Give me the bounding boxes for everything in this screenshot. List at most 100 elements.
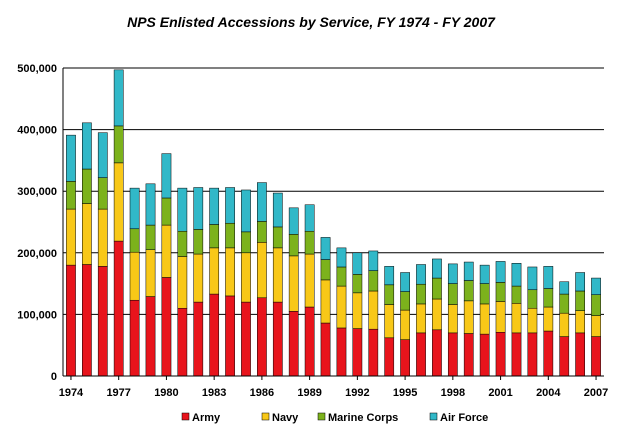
bar-marine-corps-1976: [97, 177, 108, 210]
bar-air-force-2002: [511, 263, 522, 287]
bar-air-force-1975: [82, 122, 92, 170]
bar-marine-corps-1980: [161, 197, 172, 226]
bar-navy-1977: [113, 162, 124, 242]
bar-air-force-1976: [97, 132, 108, 178]
bar-army-2004: [543, 330, 554, 377]
bar-navy-1985: [241, 252, 251, 303]
bar-army-1998: [447, 332, 458, 377]
bar-navy-1986: [257, 242, 267, 299]
bar-army-1981: [177, 307, 188, 377]
bar-navy-1996: [416, 303, 426, 334]
bar-marine-corps-1981: [177, 230, 188, 257]
bar-marine-corps-1993: [368, 270, 379, 292]
bar-army-1975: [82, 264, 92, 377]
bar-army-1992: [352, 328, 363, 377]
y-tick-label: 300,000: [17, 186, 57, 198]
bar-army-1980: [161, 277, 172, 377]
bar-air-force-1990: [320, 237, 331, 260]
bar-navy-2003: [527, 307, 538, 334]
bar-navy-1980: [161, 224, 172, 278]
bar-navy-1975: [82, 203, 92, 265]
bar-navy-2001: [495, 301, 506, 333]
bar-marine-corps-1977: [113, 125, 124, 164]
bar-army-1978: [129, 299, 140, 377]
bar-air-force-1984: [225, 187, 235, 224]
bar-navy-1981: [177, 256, 188, 309]
bar-air-force-2005: [559, 281, 570, 295]
bar-navy-2007: [591, 315, 601, 337]
bar-army-2005: [559, 336, 570, 377]
bar-army-1979: [145, 296, 156, 377]
bar-navy-2000: [479, 303, 490, 335]
bar-marine-corps-2003: [527, 289, 538, 309]
x-tick-label: 1998: [441, 387, 465, 399]
bar-navy-1991: [336, 285, 347, 329]
bar-navy-1992: [352, 292, 363, 329]
bar-marine-corps-2000: [479, 283, 490, 305]
bar-army-1985: [241, 301, 251, 377]
bar-marine-corps-1982: [193, 229, 204, 255]
bar-marine-corps-1986: [257, 221, 267, 243]
bar-army-1983: [209, 293, 220, 377]
bar-army-1993: [368, 328, 379, 377]
x-tick-label: 1995: [393, 387, 417, 399]
x-tick-label: 1977: [106, 387, 130, 399]
bar-marine-corps-1990: [320, 259, 331, 281]
bar-army-1987: [272, 301, 283, 377]
bar-marine-corps-1984: [225, 222, 235, 249]
bar-navy-1976: [97, 208, 108, 267]
bar-navy-1987: [272, 247, 283, 303]
y-tick-label: 200,000: [17, 248, 57, 260]
x-tick-label: 1974: [59, 387, 84, 399]
bar-marine-corps-1989: [304, 230, 315, 255]
bar-army-2003: [527, 332, 538, 377]
y-tick-label: 400,000: [17, 125, 57, 137]
bar-marine-corps-2001: [495, 282, 506, 302]
bar-air-force-1994: [384, 266, 395, 286]
bar-army-1997: [432, 329, 442, 377]
bar-marine-corps-1988: [288, 234, 299, 257]
bar-army-1994: [384, 337, 395, 377]
bar-marine-corps-2006: [575, 290, 586, 311]
bar-navy-1995: [400, 309, 410, 340]
bar-navy-1997: [432, 298, 442, 331]
bar-army-1995: [400, 339, 410, 377]
bar-marine-corps-1994: [384, 284, 395, 305]
bar-air-force-1989: [304, 204, 315, 232]
bar-army-1984: [225, 295, 235, 377]
bar-marine-corps-1987: [272, 226, 283, 249]
bar-army-1991: [336, 327, 347, 377]
bar-navy-1988: [288, 255, 299, 312]
x-axis-ticks: 1974 1977 1980 1983 1986 1989 1992 1995 1998 2001…: [59, 376, 608, 399]
bar-army-1986: [257, 297, 267, 377]
bar-army-1977: [113, 240, 124, 377]
legend-swatch-air-force: [429, 412, 438, 421]
bar-air-force-1988: [288, 207, 299, 235]
bar-marine-corps-2004: [543, 288, 554, 308]
bar-army-1999: [463, 333, 474, 377]
bars: [66, 69, 601, 377]
bar-air-force-1996: [416, 264, 426, 285]
bar-marine-corps-1978: [129, 228, 140, 253]
bar-army-1988: [288, 311, 299, 377]
bar-air-force-1974: [66, 134, 76, 182]
legend-swatch-marine-corps: [317, 412, 326, 421]
y-tick-label: 500,000: [17, 63, 57, 75]
legend-label-navy: Navy: [272, 412, 299, 424]
bar-navy-1984: [225, 247, 235, 297]
bar-navy-2005: [559, 312, 570, 337]
bar-air-force-1982: [193, 187, 204, 230]
bar-air-force-1986: [257, 182, 267, 222]
bar-marine-corps-1983: [209, 224, 220, 249]
bar-navy-1982: [193, 253, 204, 303]
bar-army-1990: [320, 322, 331, 377]
bar-air-force-2001: [495, 261, 506, 283]
bar-air-force-2004: [543, 266, 554, 289]
bar-army-2001: [495, 332, 506, 377]
bar-air-force-1983: [209, 187, 220, 225]
bar-air-force-1985: [241, 189, 251, 233]
bar-air-force-1981: [177, 187, 188, 232]
bar-navy-1993: [368, 290, 379, 330]
bar-navy-1979: [145, 249, 156, 297]
